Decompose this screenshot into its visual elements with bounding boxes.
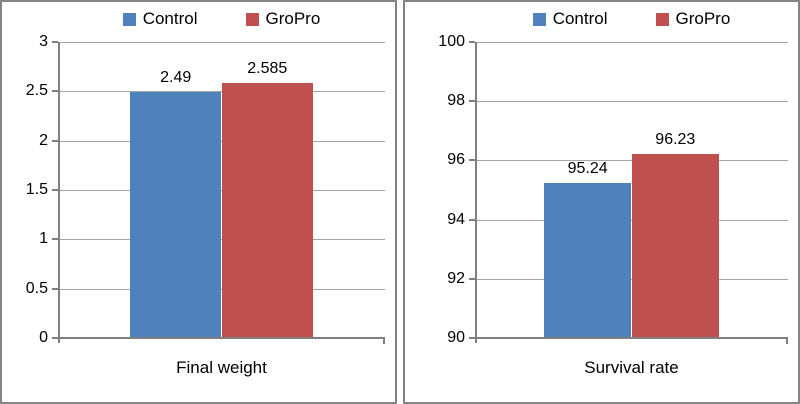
bar-gropro xyxy=(631,153,720,338)
y-tick-label: 2 xyxy=(39,131,48,149)
y-tick-mark xyxy=(52,90,58,93)
y-tick-mark xyxy=(469,218,475,221)
chart-area: 0 0.5 1 1.5 2 2.5 3 2.49 2.585 xyxy=(8,33,385,346)
legend-swatch-gropro xyxy=(245,12,259,26)
legend-swatch-gropro xyxy=(655,12,669,26)
legend: Control GroPro xyxy=(475,4,788,34)
category-label: Survival rate xyxy=(584,358,679,377)
y-tick-label: 1.5 xyxy=(25,181,48,198)
y-tick-mark xyxy=(469,277,475,280)
y-tick-mark xyxy=(52,337,58,339)
gridline xyxy=(58,42,385,43)
legend: Control GroPro xyxy=(58,4,385,34)
y-axis: 0 0.5 1 1.5 2 2.5 3 xyxy=(8,33,58,346)
x-axis-label-row: Survival rate xyxy=(411,338,788,400)
y-tick-mark xyxy=(52,189,58,191)
y-tick-mark xyxy=(469,159,475,162)
y-tick-mark xyxy=(469,337,475,339)
plot-area: 95.24 96.23 xyxy=(469,41,788,344)
gridline xyxy=(475,42,788,43)
y-tick-label: 92 xyxy=(447,269,465,287)
legend-label: GroPro xyxy=(675,9,731,28)
y-axis-line xyxy=(58,42,60,343)
x-axis-line xyxy=(58,337,385,339)
legend-swatch-control xyxy=(122,12,136,26)
y-tick-mark xyxy=(52,139,58,142)
bar-value-label: 95.24 xyxy=(567,159,608,177)
y-tick-mark xyxy=(52,41,58,43)
gridline xyxy=(475,101,788,103)
x-axis-label-row: Final weight xyxy=(8,338,385,400)
y-tick-mark xyxy=(469,100,475,103)
bar-value-label: 96.23 xyxy=(655,130,696,148)
legend-item-gropro: GroPro xyxy=(245,9,321,29)
legend-item-control: Control xyxy=(122,9,198,29)
bar-gropro xyxy=(221,82,314,338)
chart-panel-survival-rate: Control GroPro 90 92 94 96 98 100 95.24 96.23 S… xyxy=(403,0,800,404)
legend-label: Control xyxy=(142,9,198,28)
y-tick-label: 0.5 xyxy=(25,279,48,297)
x-axis-line xyxy=(475,337,788,339)
y-tick-label: 94 xyxy=(447,210,465,228)
chart-area: 90 92 94 96 98 100 95.24 96.23 xyxy=(411,33,788,346)
legend-item-control: Control xyxy=(532,9,608,29)
legend-label: GroPro xyxy=(265,9,321,28)
y-tick-label: 3 xyxy=(39,33,48,50)
x-axis-end-tick xyxy=(786,338,788,344)
y-tick-label: 2.5 xyxy=(25,82,48,100)
y-tick-mark xyxy=(52,287,58,290)
y-axis-spacer xyxy=(411,338,475,400)
y-axis-spacer xyxy=(8,338,58,400)
bar-value-label: 2.49 xyxy=(160,69,192,87)
chart-panel-final-weight: Control GroPro 0 0.5 1 1.5 2 2.5 3 2.49 2.585 Fi… xyxy=(0,0,397,404)
bar-control xyxy=(129,92,222,338)
y-tick-label: 98 xyxy=(447,92,465,110)
y-tick-label: 96 xyxy=(447,151,465,169)
category-label: Final weight xyxy=(176,358,267,377)
y-axis-line xyxy=(475,42,477,343)
legend-swatch-control xyxy=(532,12,546,26)
y-tick-label: 1 xyxy=(39,230,48,248)
plot-area: 2.49 2.585 xyxy=(52,41,385,344)
y-tick-label: 100 xyxy=(438,33,465,50)
y-tick-mark xyxy=(469,41,475,43)
y-tick-label: 90 xyxy=(447,329,465,346)
y-axis: 90 92 94 96 98 100 xyxy=(411,33,475,346)
x-axis-end-tick xyxy=(383,338,385,344)
legend-item-gropro: GroPro xyxy=(655,9,731,29)
legend-label: Control xyxy=(552,9,608,28)
y-tick-mark xyxy=(52,238,58,241)
bar-control xyxy=(543,182,632,338)
bar-value-label: 2.585 xyxy=(247,59,288,77)
y-tick-label: 0 xyxy=(39,329,48,346)
